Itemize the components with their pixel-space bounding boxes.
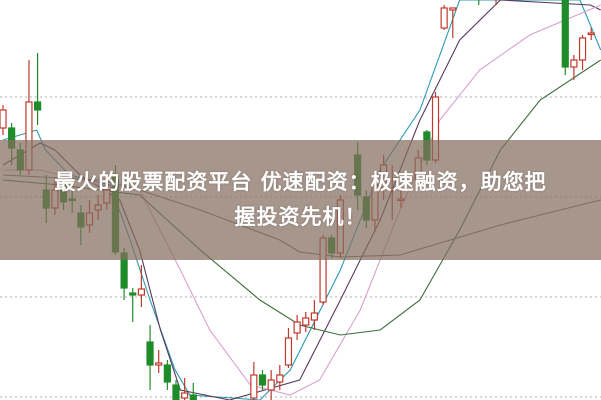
candle-body [172,384,180,400]
candle-body [267,379,275,391]
candle-body [440,7,448,29]
candle-body [137,288,145,296]
candle-body [189,394,197,400]
banner-line-1: 最火的股票配资平台 优速配资：极速融资，助您把 [54,170,547,194]
candle-body [570,59,578,68]
candle-body [163,364,171,383]
candle-body [293,321,301,334]
candle-body [284,337,293,366]
candle-body [129,292,137,296]
candle-body [33,101,42,111]
candle-body [258,374,267,386]
candle-body [587,32,595,36]
candle-body [250,374,258,399]
candle-body [561,0,569,68]
candle-body [0,109,7,129]
candle-body [302,317,310,326]
candle-body [449,7,457,11]
title-banner [0,140,601,260]
candle-body [276,374,284,383]
candle-body [578,37,587,61]
candle-body [181,392,189,399]
candle-body [146,341,154,366]
candle-body [155,362,163,366]
banner-line-2: 握投资先机！ [234,205,367,229]
candle-body [310,312,318,321]
